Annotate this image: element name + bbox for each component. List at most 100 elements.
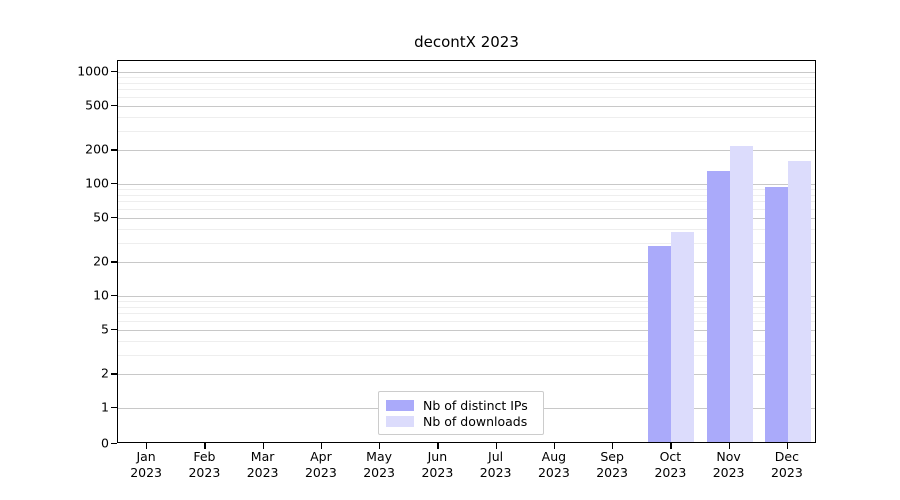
y-tick-mark (111, 216, 117, 218)
gridline-minor (118, 301, 815, 303)
x-tick-label-month: Aug (541, 449, 567, 464)
y-tick-mark (111, 328, 117, 330)
legend-swatch (386, 415, 414, 427)
x-tick-label-year: 2023 (537, 465, 570, 480)
x-tick-mark (553, 443, 556, 449)
x-tick-label-year: 2023 (596, 465, 628, 480)
x-tick-mark (437, 443, 439, 449)
x-tick-label: Jul 2023 (480, 449, 512, 481)
y-tick-label: 5 (101, 321, 109, 337)
x-tick-label-month: Feb (193, 449, 216, 464)
x-tick-label-month: Jun (427, 449, 448, 464)
gridline-major (118, 184, 815, 185)
x-tick-mark (146, 443, 148, 449)
x-tick-label: Jan 2023 (130, 449, 162, 481)
gridline-major (118, 374, 815, 376)
gridline-major (118, 105, 815, 107)
chart-legend: Nb of distinct IPs Nb of downloads (378, 391, 544, 435)
x-tick-label-month: Oct (659, 449, 682, 464)
gridline-major (118, 329, 815, 331)
y-tick-label: 0 (101, 435, 109, 451)
y-tick-label: 1 (101, 399, 109, 415)
x-tick-label-year: 2023 (363, 465, 395, 480)
y-tick-label: 1000 (77, 63, 109, 79)
plot-area (117, 60, 816, 443)
x-tick-label: Nov 2023 (713, 449, 745, 481)
x-tick-label: Apr 2023 (305, 449, 337, 481)
bar (648, 245, 672, 442)
bar (787, 160, 811, 442)
y-tick-mark (111, 261, 117, 263)
x-tick-label-month: Mar (250, 449, 275, 464)
x-tick-label-month: Jul (488, 449, 504, 464)
x-tick-label: Aug 2023 (538, 449, 570, 481)
y-tick-label: 100 (85, 175, 109, 191)
gridline-minor (118, 306, 815, 308)
bar (706, 171, 730, 442)
y-tick-mark (111, 71, 117, 73)
gridline-minor (118, 340, 815, 342)
legend-item: Nb of downloads (386, 413, 536, 429)
gridline-minor (118, 89, 815, 91)
y-tick-mark (111, 149, 117, 151)
gridline-major (118, 150, 815, 152)
y-tick-mark (111, 407, 117, 409)
x-tick-mark (379, 443, 381, 449)
x-tick-label-year: 2023 (421, 465, 454, 480)
y-tick-label: 20 (93, 253, 109, 269)
bar (671, 231, 695, 442)
x-tick-label-year: 2023 (654, 465, 687, 480)
gridline-minor (118, 228, 815, 230)
y-tick-mark (111, 183, 117, 185)
legend-swatch (386, 399, 414, 411)
x-tick-label: Oct 2023 (654, 449, 686, 481)
gridline-minor (118, 242, 815, 244)
gridline-minor (118, 313, 815, 315)
x-tick-label-month: Jan (136, 449, 156, 464)
x-tick-label-month: Dec (774, 449, 799, 464)
y-tick-label: 10 (93, 287, 109, 303)
chart-title: decontX 2023 (414, 33, 519, 51)
bar (729, 145, 753, 442)
legend-item: Nb of distinct IPs (386, 397, 536, 413)
x-tick-label-year: 2023 (712, 465, 745, 480)
x-tick-label-year: 2023 (770, 465, 803, 480)
x-tick-mark (728, 443, 730, 449)
x-tick-label-month: Apr (310, 449, 332, 464)
x-tick-mark (204, 443, 206, 449)
x-tick-mark (495, 443, 497, 449)
gridline-minor (118, 201, 815, 203)
gridline-minor (118, 354, 815, 356)
gridline-major (118, 72, 815, 73)
gridline-minor (118, 320, 815, 322)
x-tick-label-month: Nov (716, 449, 741, 464)
gridline-minor (118, 77, 815, 79)
x-tick-label: Sep 2023 (596, 449, 628, 481)
gridline-minor (118, 208, 815, 210)
bar (764, 186, 788, 442)
legend-label: Nb of distinct IPs (423, 397, 528, 413)
gridline-minor (118, 194, 815, 196)
gridline-major (118, 262, 815, 264)
y-axis-tick-labels: 0 1 2 5 10 20 50 100 200 500 1000 (57, 60, 109, 451)
gridline-minor (118, 82, 815, 84)
gridline-minor (118, 96, 815, 98)
gridline-major (118, 296, 815, 297)
x-tick-mark (612, 443, 614, 449)
x-tick-mark (670, 443, 672, 449)
y-tick-mark (111, 443, 117, 445)
gridline-minor (118, 130, 815, 132)
x-tick-label: Feb 2023 (188, 449, 220, 481)
x-tick-label: Mar 2023 (247, 449, 279, 481)
x-axis-tick-labels: Jan 2023 Feb 2023 Mar 2023 Apr 2023 May 2023 Jun 20… (117, 449, 816, 493)
gridline-minor (118, 116, 815, 118)
x-tick-label-year: 2023 (246, 465, 279, 480)
y-tick-mark (111, 295, 117, 297)
legend-label: Nb of downloads (423, 413, 528, 429)
y-tick-label: 2 (101, 365, 109, 381)
x-tick-label: Dec 2023 (771, 449, 803, 481)
y-tick-label: 500 (85, 97, 109, 113)
gridline-major (118, 217, 815, 219)
x-tick-label-month: May (366, 449, 393, 464)
